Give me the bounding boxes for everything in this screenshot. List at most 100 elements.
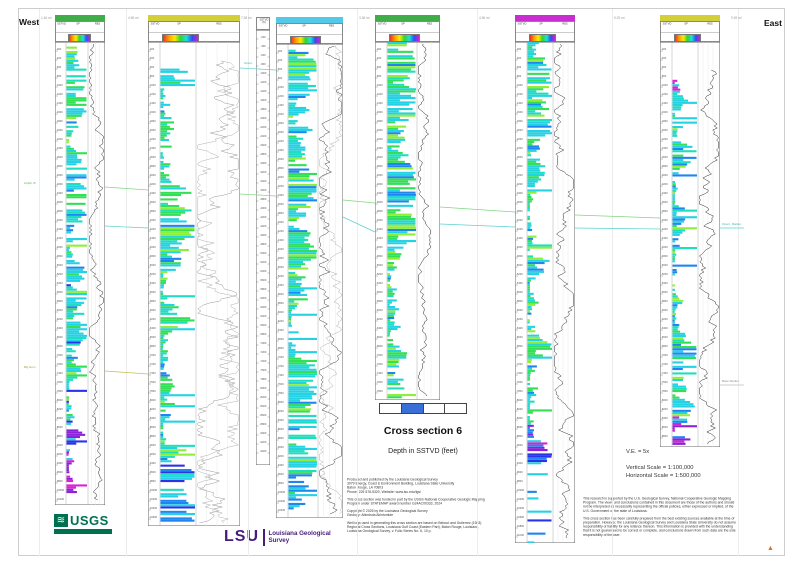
svg-text:-7800: -7800	[149, 389, 156, 393]
svg-text:-1200: -1200	[56, 92, 63, 96]
svg-text:-7400: -7400	[516, 371, 523, 375]
svg-text:-4400: -4400	[149, 236, 156, 240]
text-paragraph: Produced and published by the Louisiana …	[347, 478, 455, 494]
svg-text:-2800: -2800	[277, 166, 284, 170]
vertical-exaggeration-label: V.E. = 5x	[626, 449, 650, 455]
svg-text:-9600: -9600	[516, 470, 523, 474]
svg-text:-400: -400	[56, 56, 62, 60]
svg-text:-9600: -9600	[56, 470, 63, 474]
svg-text:-6400: -6400	[376, 326, 383, 330]
disclaimer-block: This research is supported by the U.S. G…	[583, 497, 753, 557]
well-log-header: SSTVD SP RES	[55, 21, 105, 42]
svg-text:-6600: -6600	[56, 335, 63, 339]
scale-bar-segment	[380, 404, 402, 413]
svg-text:-5600: -5600	[277, 292, 284, 296]
header-rule	[56, 32, 104, 33]
svg-text:-3200: -3200	[277, 184, 284, 188]
svg-text:-3200: -3200	[516, 182, 523, 186]
svg-text:-8000: -8000	[277, 400, 284, 404]
svg-text:-4600: -4600	[149, 245, 156, 249]
well-log-plot: -200 -400 -600 -800 -1000 -1200 -1400 -1600 -180…	[375, 42, 440, 400]
svg-text:-1000: -1000	[56, 83, 63, 87]
well-log-header: SSTVD SP RES	[515, 21, 575, 42]
depth-scale-plot: -200 -400 -600 -800 -1000 -1200 -1400 -1600 -180…	[256, 30, 270, 465]
gap-line	[612, 9, 613, 556]
svg-text:-3400: -3400	[661, 191, 668, 195]
svg-text:-3400: -3400	[149, 191, 156, 195]
svg-text:-1400: -1400	[149, 101, 156, 105]
svg-text:-5800: -5800	[661, 299, 668, 303]
well-log-header: SSTVD SP RES	[148, 21, 240, 42]
svg-text:-9200: -9200	[56, 452, 63, 456]
svg-text:-4400: -4400	[376, 236, 383, 240]
svg-text:-3800: -3800	[661, 209, 668, 213]
svg-text:-4000: -4000	[260, 206, 267, 210]
svg-text:-2200: -2200	[260, 125, 267, 129]
svg-text:-4800: -4800	[661, 254, 668, 258]
svg-text:-8400: -8400	[277, 418, 284, 422]
svg-text:-8800: -8800	[277, 436, 284, 440]
svg-text:-3400: -3400	[260, 179, 267, 183]
track-column-label: SSTVD	[57, 22, 66, 26]
svg-text:-6000: -6000	[516, 308, 523, 312]
lsu-lgs-logo: LSU Louisiana Geological Survey	[224, 528, 331, 546]
svg-text:-6200: -6200	[149, 317, 156, 321]
svg-text:-9000: -9000	[516, 443, 523, 447]
svg-text:-4000: -4000	[56, 218, 63, 222]
color-scale-legend	[529, 34, 556, 42]
svg-text:-400: -400	[277, 58, 283, 62]
svg-text:-7000: -7000	[149, 353, 156, 357]
scale-bar-segment	[401, 404, 424, 413]
svg-text:-2000: -2000	[260, 116, 267, 120]
track-column-label: SP	[302, 24, 306, 28]
svg-text:-6400: -6400	[260, 314, 267, 318]
svg-text:-2000: -2000	[516, 128, 523, 132]
svg-text:-5400: -5400	[260, 269, 267, 273]
svg-text:-7200: -7200	[516, 362, 523, 366]
svg-text:-400: -400	[376, 56, 382, 60]
svg-text:-1200: -1200	[277, 94, 284, 98]
svg-text:-10000: -10000	[56, 488, 65, 492]
svg-text:-9800: -9800	[149, 479, 156, 483]
well-log-header: SSTVD SP RES	[276, 23, 343, 44]
svg-text:-2200: -2200	[661, 137, 668, 141]
svg-text:-3000: -3000	[149, 173, 156, 177]
svg-text:-800: -800	[260, 62, 266, 66]
svg-text:-200: -200	[516, 47, 522, 51]
svg-text:-5200: -5200	[277, 274, 284, 278]
color-scale-legend	[290, 36, 321, 44]
svg-text:-1600: -1600	[277, 112, 284, 116]
svg-text:-8800: -8800	[260, 422, 267, 426]
svg-text:-7800: -7800	[661, 389, 668, 393]
svg-text:-10600: -10600	[516, 515, 525, 519]
svg-text:-400: -400	[661, 56, 667, 60]
gap-line	[477, 9, 478, 556]
svg-text:-2600: -2600	[260, 143, 267, 147]
svg-text:-1800: -1800	[260, 107, 267, 111]
svg-text:-5000: -5000	[56, 263, 63, 267]
svg-text:-2800: -2800	[516, 164, 523, 168]
svg-text:-9400: -9400	[277, 463, 284, 467]
depth-scale-header: SSTVD (ft)	[256, 17, 270, 30]
credits-block: Produced and published by the Louisiana …	[347, 478, 523, 538]
svg-text:-1000: -1000	[376, 83, 383, 87]
svg-text:-8200: -8200	[661, 407, 668, 411]
scale-bar-segment	[424, 404, 446, 413]
svg-text:-8200: -8200	[149, 407, 156, 411]
svg-text:-8400: -8400	[516, 416, 523, 420]
svg-text:-2200: -2200	[277, 139, 284, 143]
svg-text:-6400: -6400	[277, 328, 284, 332]
svg-text:-3600: -3600	[56, 200, 63, 204]
svg-text:-7600: -7600	[516, 380, 523, 384]
svg-text:-6600: -6600	[277, 337, 284, 341]
svg-text:-10200: -10200	[516, 497, 525, 501]
svg-text:-1800: -1800	[149, 119, 156, 123]
svg-text:-7400: -7400	[376, 371, 383, 375]
svg-text:-2200: -2200	[56, 137, 63, 141]
svg-text:-4800: -4800	[56, 254, 63, 258]
well-log-plot: -200 -400 -600 -800 -1000 -1200 -1400 -1600 -180…	[660, 42, 720, 447]
svg-text:-5400: -5400	[56, 281, 63, 285]
svg-text:-600: -600	[56, 65, 62, 69]
track-column-label: RES	[707, 22, 713, 26]
